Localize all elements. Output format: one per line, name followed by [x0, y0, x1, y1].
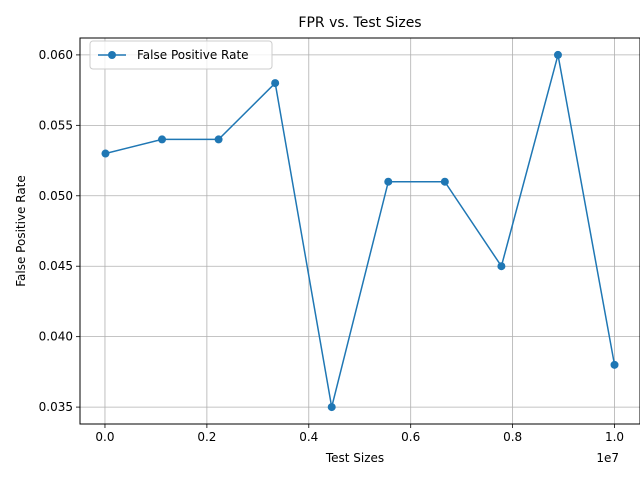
data-point — [610, 360, 619, 369]
x-axis-offset-label: 1e7 — [596, 451, 619, 465]
x-tick-label: 0.6 — [401, 430, 420, 444]
x-tick-label: 1.0 — [605, 430, 624, 444]
data-point — [440, 177, 449, 186]
y-tick-label: 0.060 — [39, 48, 73, 62]
y-tick-label: 0.045 — [39, 259, 73, 273]
x-axis-ticks: 0.0 0.2 0.4 0.6 0.8 1.0 — [95, 424, 624, 444]
y-tick-label: 0.040 — [39, 330, 73, 344]
y-tick-label: 0.055 — [39, 118, 73, 132]
series-group — [101, 50, 619, 412]
legend: False Positive Rate — [89, 40, 273, 70]
chart-title: FPR vs. Test Sizes — [298, 15, 421, 31]
y-tick-label: 0.035 — [39, 400, 73, 414]
x-tick-label: 0.0 — [95, 430, 114, 444]
series-line — [105, 54, 616, 408]
data-point — [158, 135, 167, 144]
x-tick-label: 0.4 — [299, 430, 318, 444]
x-axis-label: Test Sizes — [325, 451, 384, 465]
y-axis-ticks: 0.035 0.040 0.045 0.050 0.055 0.060 — [39, 48, 80, 414]
legend-box — [89, 40, 273, 70]
data-point — [101, 149, 110, 158]
plot-area-frame — [79, 37, 640, 425]
x-tick-label: 0.8 — [503, 430, 522, 444]
data-point — [271, 79, 280, 88]
legend-label: False Positive Rate — [137, 48, 249, 62]
data-point — [553, 50, 562, 59]
data-point — [214, 135, 223, 144]
data-point — [327, 403, 336, 412]
y-tick-label: 0.050 — [39, 189, 73, 203]
data-point — [497, 262, 506, 271]
y-axis-label: False Positive Rate — [14, 175, 28, 287]
grid-lines — [80, 38, 640, 424]
data-point — [384, 177, 393, 186]
x-tick-label: 0.2 — [197, 430, 216, 444]
legend-marker — [108, 51, 116, 59]
